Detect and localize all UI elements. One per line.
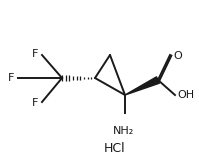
Polygon shape <box>125 77 159 95</box>
Text: O: O <box>173 51 182 61</box>
Text: F: F <box>32 98 38 108</box>
Text: HCl: HCl <box>104 141 126 155</box>
Text: F: F <box>8 73 14 83</box>
Text: NH₂: NH₂ <box>112 126 134 136</box>
Text: F: F <box>32 49 38 59</box>
Text: OH: OH <box>177 90 194 100</box>
